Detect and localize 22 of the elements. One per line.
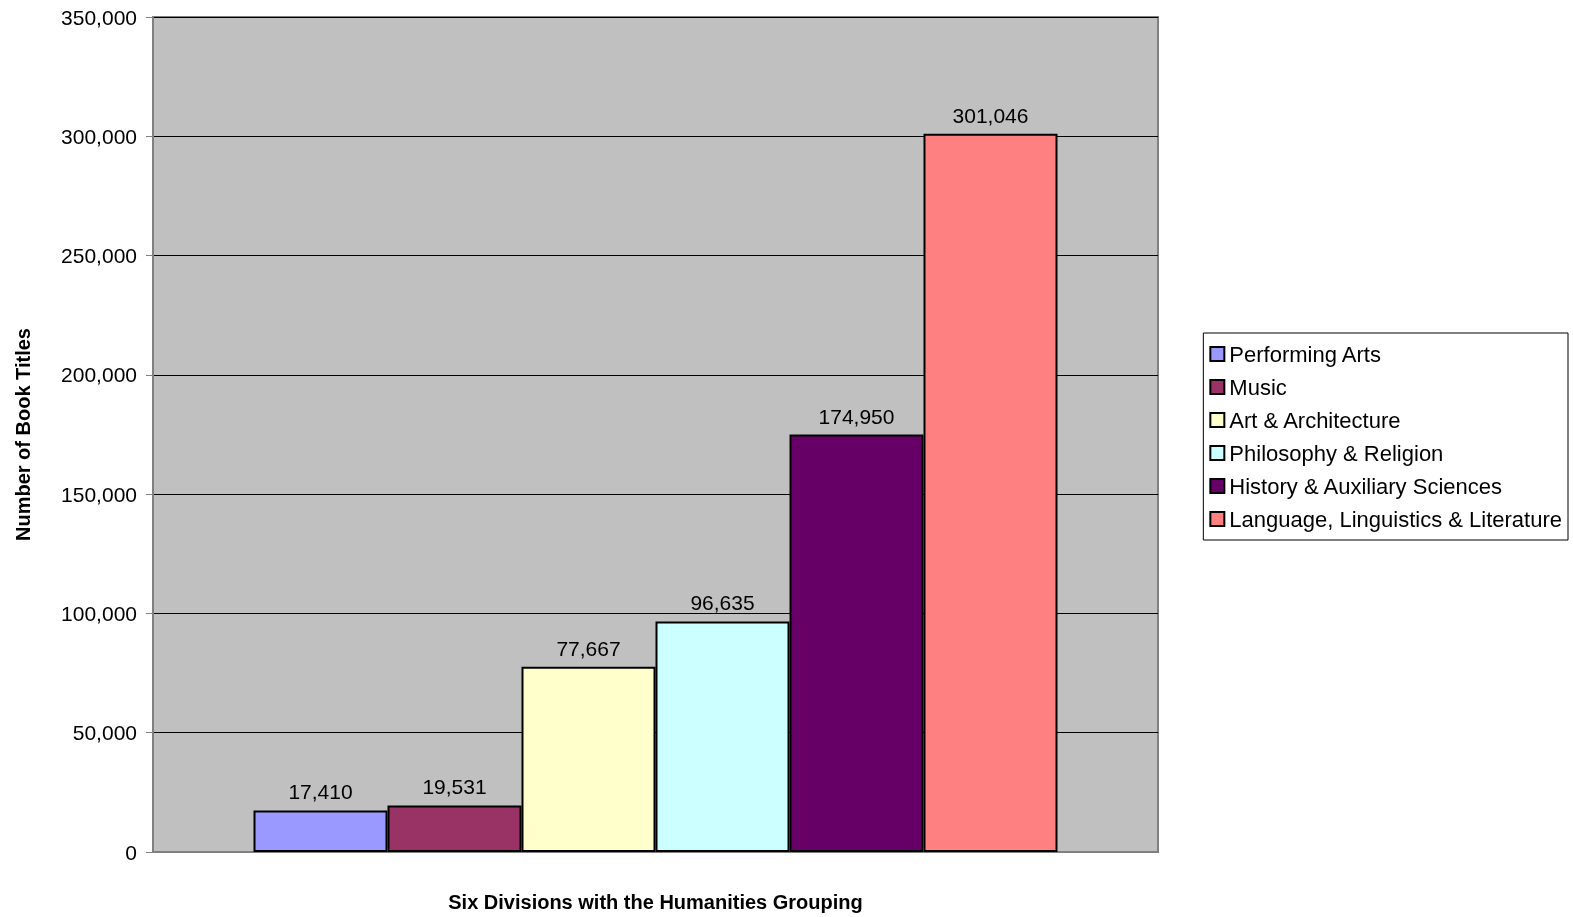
y-tick-label: 200,000 — [61, 363, 137, 387]
legend-label: History & Auxiliary Sciences — [1229, 473, 1502, 499]
legend-label: Music — [1229, 374, 1287, 400]
y-tick-label: 50,000 — [72, 721, 137, 745]
legend-label: Language, Linguistics & Literature — [1229, 506, 1563, 532]
legend-label: Performing Arts — [1229, 341, 1381, 367]
legend-label: Art & Architecture — [1229, 407, 1401, 433]
legend-label: Philosophy & Religion — [1229, 440, 1444, 466]
y-tick-label: 250,000 — [61, 244, 137, 268]
y-tick-label: 300,000 — [61, 124, 137, 148]
y-axis-title: Number of Book Titles — [12, 328, 34, 541]
data-label: 77,667 — [556, 636, 621, 660]
x-axis-title: Six Divisions with the Humanities Grouping — [448, 891, 863, 913]
y-tick-label: 150,000 — [61, 482, 137, 506]
y-tick-label: 350,000 — [61, 5, 137, 29]
data-label: 301,046 — [952, 103, 1029, 127]
data-label: 17,410 — [288, 780, 353, 804]
y-tick-label: 100,000 — [61, 601, 137, 625]
data-label: 96,635 — [690, 591, 755, 615]
data-label: 174,950 — [818, 404, 895, 428]
y-tick-label: 0 — [125, 840, 137, 864]
data-label: 19,531 — [422, 775, 487, 799]
